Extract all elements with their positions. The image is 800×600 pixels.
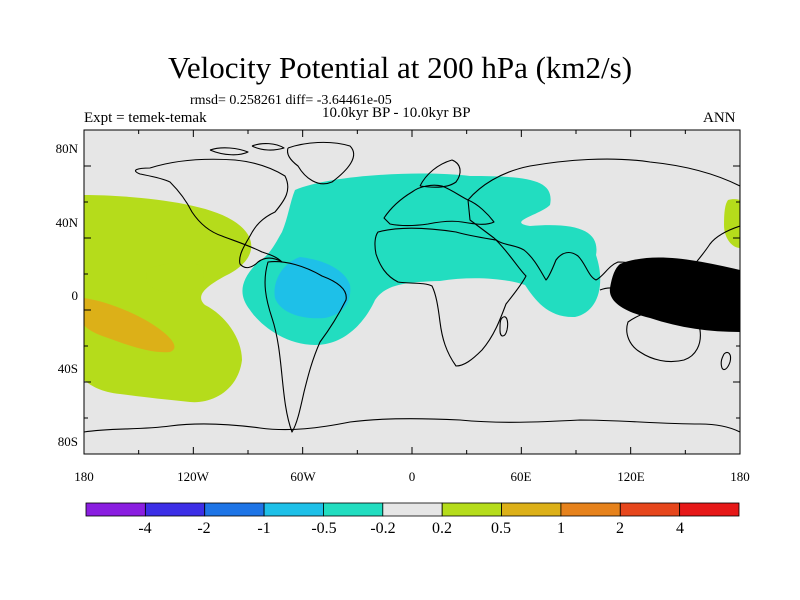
amazon-negative-region — [274, 257, 351, 319]
east-pacific-positive-region — [84, 195, 252, 403]
colorbar-label: 0.5 — [491, 520, 511, 537]
colorbar-swatch — [382, 502, 443, 517]
x-tick-label: 120W — [177, 469, 210, 484]
y-tick-label: 80S — [58, 434, 78, 449]
south-america-coast — [264, 261, 347, 433]
colorbar-label: -4 — [138, 520, 151, 537]
indonesia-coast — [599, 283, 695, 301]
colorbar — [85, 502, 740, 517]
colorbar-label: 2 — [616, 520, 624, 537]
maritime-continent-positive-region — [609, 257, 740, 332]
colorbar-swatch — [501, 502, 562, 517]
east-pacific-maxima-west — [84, 298, 175, 353]
east-pacific-maxima-east — [146, 262, 205, 293]
europe-coast — [383, 184, 495, 227]
australia-coast — [626, 308, 701, 363]
colorbar-label: 0.2 — [432, 520, 452, 537]
period-label: 10.0kyr BP - 10.0kyr BP — [322, 105, 471, 121]
arctic-islands-coast — [209, 143, 285, 156]
x-tick-label: 60E — [511, 469, 532, 484]
shaded-regions — [84, 173, 740, 403]
madagascar-coast — [499, 316, 509, 337]
scandinavia-coast — [419, 159, 461, 188]
colorbar-label: 1 — [557, 520, 565, 537]
axis-ticks — [83, 129, 741, 455]
colorbar-label: 4 — [676, 520, 684, 537]
colorbar-labels: -4 -2 -1 -0.5 -0.2 0.2 0.5 1 2 4 — [138, 520, 684, 537]
greenland-coast — [286, 141, 355, 185]
colorbar-swatch — [560, 502, 621, 517]
season-label: ANN — [703, 110, 736, 126]
x-tick-label: 60W — [290, 469, 316, 484]
colorbar-swatch — [263, 502, 324, 517]
colorbar-swatch — [441, 502, 502, 517]
y-tick-label: 40S — [58, 361, 78, 376]
africa-coast — [374, 227, 527, 367]
x-tick-label: 180 — [74, 469, 94, 484]
colorbar-swatch — [85, 502, 146, 517]
y-axis-labels: 80N 40N 0 40S 80S — [56, 141, 79, 449]
north-america-coast — [135, 158, 289, 269]
colorbar-label: -0.5 — [311, 520, 336, 537]
y-tick-label: 0 — [72, 288, 79, 303]
coastlines — [84, 141, 740, 433]
colorbar-swatch — [619, 502, 681, 517]
x-tick-label: 120E — [617, 469, 645, 484]
colorbar-label: -1 — [257, 520, 270, 537]
map-title: Velocity Potential at 200 hPa (km2/s) — [167, 50, 633, 85]
colorbar-swatch — [204, 502, 265, 517]
x-axis-labels: 180 120W 60W 0 60E 120E 180 — [74, 469, 750, 484]
colorbar-swatch — [144, 502, 206, 517]
y-tick-label: 40N — [56, 215, 79, 230]
antarctica-coast — [84, 418, 740, 433]
x-tick-label: 0 — [409, 469, 416, 484]
y-tick-label: 80N — [56, 141, 79, 156]
colorbar-label: -2 — [197, 520, 210, 537]
colorbar-swatch — [679, 502, 740, 517]
stats-text: rmsd= 0.258261 diff= -3.64461e-05 — [190, 93, 392, 108]
new-zealand-coast — [720, 351, 732, 371]
dateline-positive-region — [724, 199, 740, 248]
colorbar-label: -0.2 — [370, 520, 395, 537]
asia-coast — [467, 158, 740, 281]
colorbar-swatch — [323, 502, 384, 517]
experiment-label: Expt = temek-temak — [84, 110, 207, 126]
x-tick-label: 180 — [730, 469, 750, 484]
